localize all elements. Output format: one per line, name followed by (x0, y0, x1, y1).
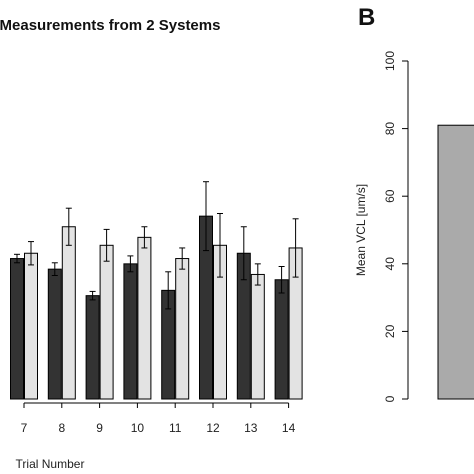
chart-a-x-axis-label: Trial Number (16, 457, 85, 471)
x-tick-label-10: 10 (131, 421, 145, 435)
x-tick-label-9: 9 (96, 421, 103, 435)
bar-series1-trial-14 (274, 279, 289, 400)
y-tick-label-80: 80 (383, 122, 397, 136)
error-bar-series2-trial-11 (179, 247, 186, 270)
error-bar-series1-trial-7 (14, 253, 20, 264)
bar-series1-trial-9 (85, 295, 100, 400)
panel-a: Measurements from 2 Systems 7 8 9 10 11 12 13 1… (0, 17, 303, 471)
panel-b: B 0 20 40 60 80 100 Mean VCL [um/s] (354, 4, 474, 402)
bar-series1-trial-8 (47, 268, 62, 400)
error-bar-series2-trial-14 (292, 218, 299, 278)
error-bar-series1-trial-11 (165, 271, 172, 310)
x-tick-label-12: 12 (206, 421, 220, 435)
bar-series2-trial-7 (24, 252, 38, 400)
error-bar-series2-trial-9 (103, 228, 110, 262)
y-tick-label-0: 0 (383, 395, 397, 402)
chart-a-x-axis: 7 8 9 10 11 12 13 14 (21, 402, 296, 435)
error-bar-series1-trial-9 (89, 290, 96, 301)
y-tick-label-20: 20 (383, 324, 397, 338)
bar-series1-trial-7 (10, 258, 24, 400)
chart-b-bars (437, 124, 474, 400)
error-bar-series2-trial-7 (28, 241, 34, 266)
error-bar-series2-trial-8 (65, 207, 72, 246)
bar-series2-trial-8 (61, 226, 76, 400)
chart-a-bars (10, 181, 303, 400)
error-bar-series1-trial-14 (278, 266, 285, 294)
bar-series1-trial-10 (123, 263, 138, 400)
chart-b-y-axis: 0 20 40 60 80 100 (383, 51, 409, 402)
error-bar-series1-trial-8 (51, 262, 58, 277)
error-bar-series2-trial-10 (141, 226, 148, 249)
bar-series2-trial-13 (250, 273, 265, 400)
bar-series2-trial-10 (137, 236, 152, 400)
panel-b-letter: B (358, 4, 375, 31)
error-bar-series1-trial-13 (240, 226, 247, 281)
x-tick-label-13: 13 (244, 421, 258, 435)
chart-b-y-axis-label: Mean VCL [um/s] (354, 184, 368, 276)
y-tick-label-40: 40 (383, 257, 397, 271)
bar-series2-trial-11 (175, 258, 190, 400)
chart-a-title: Measurements from 2 Systems (0, 17, 220, 34)
error-bar-series1-trial-12 (203, 181, 209, 252)
x-tick-label-8: 8 (58, 421, 65, 435)
x-tick-label-7: 7 (21, 421, 28, 435)
bar-series2-trial-9 (99, 244, 114, 400)
y-tick-label-100: 100 (383, 51, 397, 71)
error-bar-series1-trial-10 (127, 255, 134, 273)
x-tick-label-11: 11 (169, 421, 182, 435)
error-bar-series2-trial-12 (217, 213, 223, 278)
y-tick-label-60: 60 (383, 189, 397, 203)
chart-b-bar-1 (437, 124, 474, 400)
x-tick-label-14: 14 (282, 421, 296, 435)
error-bar-series2-trial-13 (254, 263, 261, 286)
